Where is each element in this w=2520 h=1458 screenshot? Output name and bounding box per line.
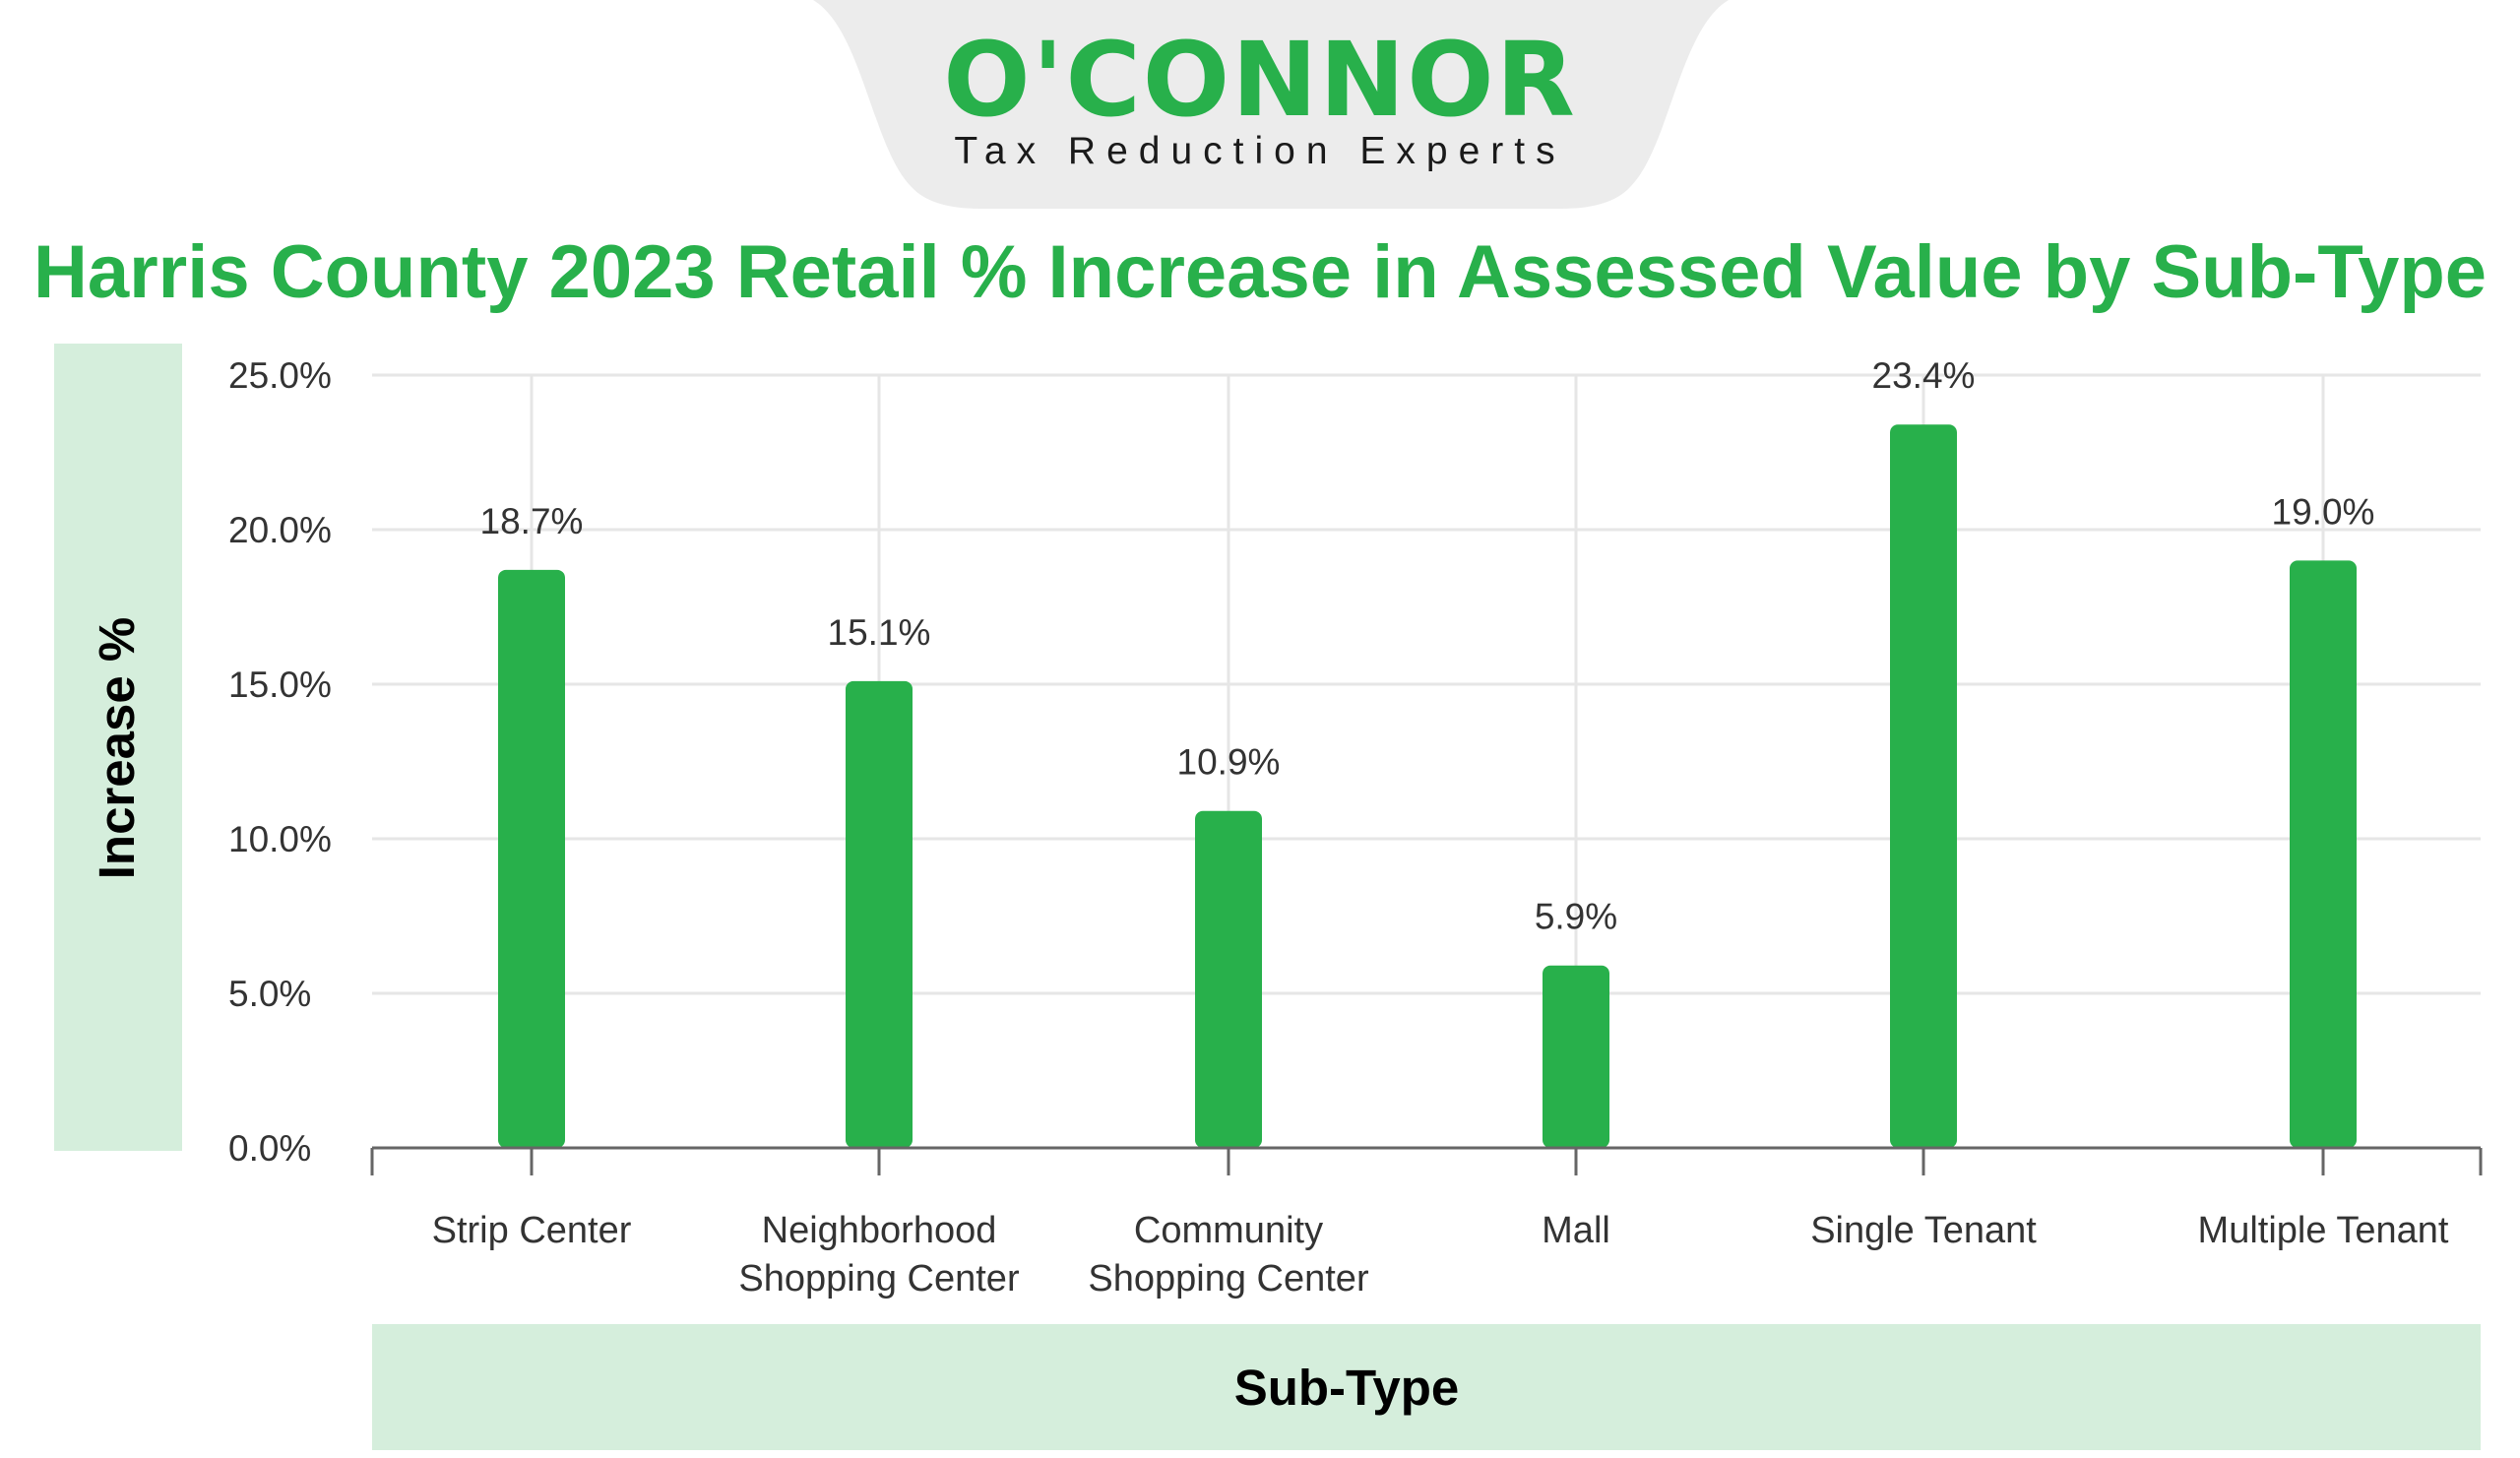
category-label: Shopping Center	[738, 1258, 1020, 1300]
bar	[1195, 810, 1262, 1148]
bar	[498, 569, 565, 1148]
value-label: 5.9%	[1535, 897, 1617, 937]
value-labels: 18.7% 15.1% 10.9% 5.9% 23.4% 19.0%	[480, 355, 2375, 937]
grid-lines	[372, 373, 2481, 1148]
category-label: Strip Center	[432, 1210, 632, 1251]
value-label: 18.7%	[480, 501, 584, 541]
y-tick-label: 5.0%	[228, 974, 311, 1014]
category-labels: Strip Center Neighborhood Shopping Center C…	[432, 1210, 2449, 1300]
y-axis-title: Increase %	[89, 617, 145, 880]
x-axis-title: Sub-Type	[1234, 1360, 1460, 1416]
bar	[1543, 965, 1609, 1148]
category-label: Community	[1134, 1210, 1323, 1251]
chart-title: Harris County 2023 Retail % Increase in …	[32, 230, 2488, 314]
category-label: Neighborhood	[762, 1210, 997, 1251]
x-axis	[370, 1146, 2483, 1175]
value-label: 23.4%	[1872, 355, 1976, 396]
value-label: 15.1%	[828, 612, 931, 653]
y-tick-label: 25.0%	[228, 355, 332, 396]
bars	[498, 424, 2357, 1148]
y-tick-label: 20.0%	[228, 510, 332, 550]
y-tick-labels: 0.0% 5.0% 10.0% 15.0% 20.0% 25.0%	[228, 355, 332, 1169]
category-label: Multiple Tenant	[2198, 1210, 2449, 1251]
x-axis-band	[372, 1324, 2481, 1450]
y-tick-label: 15.0%	[228, 665, 332, 705]
y-tick-label: 0.0%	[228, 1128, 311, 1169]
brand-tagline: Tax Reduction Experts	[954, 130, 1566, 172]
bar	[1890, 424, 1957, 1148]
brand-logo: O'CONNOR	[943, 20, 1577, 140]
y-tick-label: 10.0%	[228, 819, 332, 859]
value-label: 19.0%	[2272, 491, 2375, 532]
y-axis-band	[54, 344, 182, 1151]
category-label: Mall	[1542, 1210, 1610, 1251]
logo-tab	[813, 0, 1729, 209]
value-label: 10.9%	[1177, 742, 1281, 783]
category-label: Shopping Center	[1088, 1258, 1369, 1300]
bar	[846, 680, 913, 1148]
bar	[2290, 560, 2357, 1148]
category-label: Single Tenant	[1810, 1210, 2037, 1251]
